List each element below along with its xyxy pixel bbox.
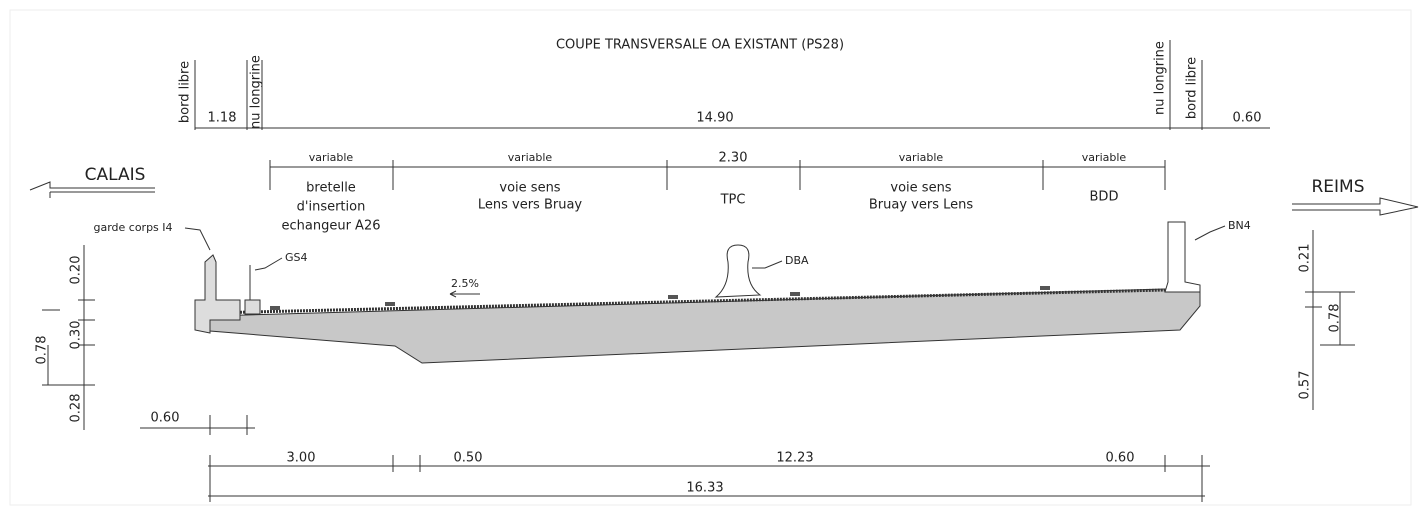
dimension: 0.21 (1298, 244, 1313, 273)
callout: garde corps I4 (93, 221, 172, 234)
dimension: 0.60 (1233, 111, 1262, 126)
lane-name: TPC (720, 193, 746, 208)
dimension: 0.78 (1328, 304, 1343, 333)
vertical-label: bord libre (1185, 57, 1200, 119)
dimension: 3.00 (287, 451, 316, 466)
dimension: 16.33 (686, 481, 723, 496)
frame (9, 9, 1412, 506)
arrow-right (1292, 197, 1419, 216)
dimension: 1.18 (208, 111, 237, 126)
leader (184, 227, 211, 251)
pavement (209, 288, 1166, 315)
dimension: 0.60 (151, 411, 180, 426)
right-dim-lines (1305, 230, 1355, 410)
callout: DBA (785, 254, 809, 267)
dimension: 0.30 (69, 321, 84, 350)
dimension: 0.78 (35, 336, 50, 365)
slope: 2.5% (451, 277, 479, 290)
lane-name: Lens vers Bruay (478, 198, 583, 213)
leader (752, 260, 783, 269)
vertical-label: bord libre (178, 61, 193, 123)
dimension: 0.57 (1298, 371, 1313, 400)
left-dim-lines (42, 245, 95, 430)
callout: GS4 (285, 251, 308, 264)
dimension: 0.20 (69, 256, 84, 285)
dimension: 0.60 (1106, 451, 1135, 466)
bottom-dim-lines (208, 455, 1210, 502)
dba-barrier (714, 244, 762, 298)
parapet-left (194, 254, 241, 334)
cantilever-line (140, 415, 255, 435)
lane-width: variable (309, 151, 354, 164)
title: COUPE TRANSVERSALE OA EXISTANT (PS28) (556, 38, 844, 53)
leader (254, 257, 283, 271)
curb (244, 299, 261, 315)
lane-width: variable (899, 151, 944, 164)
lane-width: 2.30 (719, 151, 748, 166)
dimension: 14.90 (696, 111, 733, 126)
lane-dim-lines (269, 160, 1166, 190)
dimension: 0.50 (454, 451, 483, 466)
arrow-left (29, 181, 155, 198)
dimension: 12.23 (776, 451, 813, 466)
callout: BN4 (1228, 219, 1251, 232)
joints (270, 286, 1050, 310)
lane-name: Bruay vers Lens (869, 198, 973, 213)
direction: REIMS (1311, 177, 1364, 197)
vertical-label: nu longrine (249, 55, 264, 129)
slope-arrow (449, 290, 480, 298)
bn4-barrier (1164, 221, 1201, 293)
lane-name: d'insertion (297, 200, 366, 215)
lane-width: variable (1082, 151, 1127, 164)
leader (1194, 225, 1226, 241)
lane-name: BDD (1090, 190, 1119, 205)
lane-name: bretelle (306, 181, 356, 196)
lane-width: variable (508, 151, 553, 164)
top-dim-lines (194, 40, 1270, 130)
lane-name: echangeur A26 (282, 219, 381, 234)
lane-name: voie sens (499, 181, 560, 196)
lane-name: voie sens (890, 181, 951, 196)
direction: CALAIS (85, 165, 146, 185)
dimension: 0.28 (69, 394, 84, 423)
vertical-label: nu longrine (1153, 41, 1168, 115)
